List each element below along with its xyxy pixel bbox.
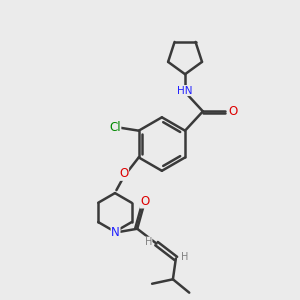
Text: H: H [181,252,188,262]
Text: Cl: Cl [109,121,121,134]
Text: N: N [111,226,120,239]
Text: O: O [140,195,149,208]
Text: O: O [119,167,128,180]
Text: HN: HN [177,85,192,96]
Text: H: H [145,237,152,247]
Text: O: O [228,105,237,118]
